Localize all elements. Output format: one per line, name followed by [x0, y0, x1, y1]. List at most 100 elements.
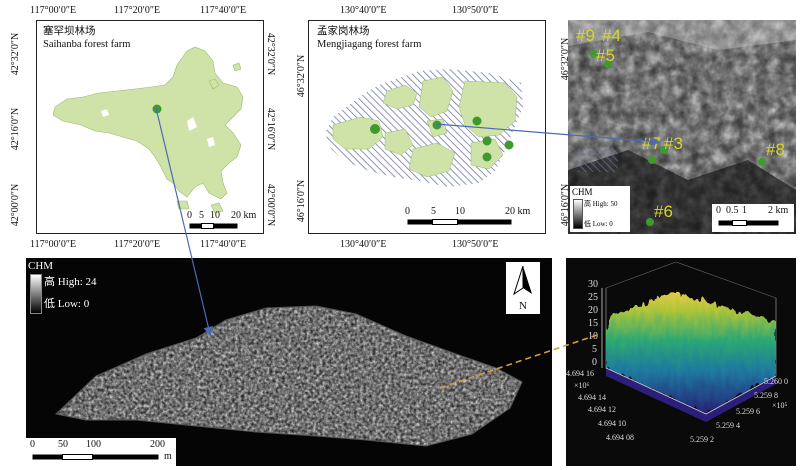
north-arrow: N	[506, 262, 540, 314]
chm-large-scale-50: 50	[58, 439, 68, 450]
mengjiagang-scale-0: 0	[405, 206, 410, 217]
mengjiagang-scale-10: 10	[455, 206, 465, 217]
saihanba-region-shape	[52, 46, 244, 214]
chm-small-dot-6	[646, 218, 654, 226]
saihanba-title-en: Saihanba forest farm	[43, 39, 131, 50]
saihanba-lon-tick-bottom-3: 117°40′0″E	[200, 239, 247, 250]
chm-large-scale-0: 0	[30, 439, 35, 450]
chm-small-label-9: #9	[576, 26, 595, 45]
surface3d-z-tick-20: 20	[588, 305, 598, 316]
chm-small-legend-high: 高 High: 50	[584, 200, 618, 208]
chm-small-legend-ramp	[573, 199, 583, 229]
surface3d-z-tick-0: 0	[592, 357, 597, 368]
chm-small-scale-0: 0	[716, 205, 721, 216]
chm-small-label-4: #4	[602, 26, 621, 45]
surface3d-plot	[566, 258, 796, 466]
mengjiagang-scale-bar	[407, 219, 512, 225]
surface3d-y-tick-5: 4.694 08	[606, 433, 634, 442]
chm-large-scale-200: 200	[150, 439, 165, 450]
mengjiagang-lon-tick-2: 130°50′0″E	[452, 5, 499, 16]
chm-large-texture	[26, 258, 552, 466]
chm-small-label-3: #3	[664, 134, 683, 153]
chm-small-image: #9 #4 #5 #7 #3 #8 #6 CHM 高 High: 50 低 Lo…	[568, 20, 796, 234]
surface3d-x-exp: ×10⁵	[772, 401, 788, 410]
saihanba-scale-10: 10	[210, 210, 220, 221]
saihanba-lat-tick-2: 42°16′0″N	[10, 107, 21, 151]
surface3d-y-exp: ×10⁶	[574, 381, 590, 390]
chm-large-legend-title: CHM	[28, 260, 54, 272]
chm-small-dot-3	[660, 146, 668, 154]
chm-small-legend-low: 低 Low: 0	[584, 220, 613, 228]
saihanba-lon-tick-1: 117°00′0″E	[30, 5, 77, 16]
surface3d-x-tick-4: 5.259 4	[716, 421, 740, 430]
chm-small-label-5: #5	[596, 46, 615, 65]
saihanba-lon-tick-3: 117°40′0″E	[200, 5, 247, 16]
surface3d-panel: 30 25 20 15 10 5 0 4.694 16 ×10⁶ 4.694 1…	[566, 258, 796, 466]
surface3d-y-tick-4: 4.694 10	[598, 419, 626, 428]
surface3d-z-tick-15: 15	[588, 318, 598, 329]
surface3d-x-tick-2: 5.259 8	[754, 391, 778, 400]
surface3d-z-tick-5: 5	[592, 344, 597, 355]
north-arrow-label: N	[519, 300, 527, 312]
chm-small-dot-7	[648, 156, 656, 164]
surface3d-y-tick-1: 4.694 16	[566, 369, 594, 378]
chm-small-label-8: #8	[766, 140, 785, 159]
mengjiagang-lon-tick-bottom-2: 130°50′0″E	[452, 239, 499, 250]
mengjiagang-scale-20: 20 km	[505, 206, 531, 217]
saihanba-lon-tick-2: 117°20′0″E	[114, 5, 161, 16]
mengjiagang-region-shape	[325, 69, 523, 187]
surface3d-x-tick-5: 5.259 2	[690, 435, 714, 444]
north-arrow-icon	[513, 265, 532, 296]
mengjiagang-scale-5: 5	[431, 206, 436, 217]
saihanba-lon-tick-bottom-1: 117°00′0″E	[30, 239, 77, 250]
saihanba-scale-20: 20 km	[231, 210, 257, 221]
chm-small-legend: CHM 高 High: 50 低 Low: 0	[570, 186, 630, 232]
chm-small-label-6: #6	[654, 202, 673, 221]
surface3d-z-tick-10: 10	[588, 331, 598, 342]
saihanba-lon-tick-bottom-2: 117°20′0″E	[114, 239, 161, 250]
chm-small-dot-8	[758, 158, 766, 166]
chm-small-scale-1: 1	[742, 205, 747, 216]
chm-small-dot-4	[604, 60, 612, 68]
mengjiagang-lat-tick-1: 46°32′0″N	[296, 54, 307, 98]
saihanba-map-frame: 塞罕坝林场 Saihanba forest farm 0 5 10 20 km	[36, 20, 264, 234]
chm-small-scale-05: 0.5	[726, 205, 739, 216]
saihanba-plot-dot	[152, 104, 162, 114]
mengjiagang-plot-dot-1	[370, 124, 380, 134]
saihanba-scale-5: 5	[199, 210, 204, 221]
chm-small-label-7: #7	[642, 134, 661, 153]
chm-large-panel: CHM 高 High: 24 低 Low: 0 N 0 50 100 200 m	[26, 258, 552, 466]
mengjiagang-map-frame: 孟家岗林场 Mengjiagang forest farm	[308, 20, 546, 234]
saihanba-lat-tick-right-2: 42°16′0″N	[265, 107, 276, 151]
surface3d-y-tick-2: 4.694 14	[578, 393, 606, 402]
chm-large-scale-bar	[32, 454, 159, 460]
mengjiagang-lon-tick-1: 130°40′0″E	[340, 5, 387, 16]
mengjiagang-lat-tick-2: 46°16′0″N	[296, 179, 307, 223]
mengjiagang-title-en: Mengjiagang forest farm	[317, 39, 422, 50]
chm-small-dot-9	[590, 50, 598, 58]
saihanba-scale-bar	[189, 223, 238, 229]
chm-large-scale-100: 100	[86, 439, 101, 450]
chm-small-scale-bar	[718, 220, 779, 226]
chm-large-legend-ramp	[30, 274, 42, 314]
saihanba-scale-0: 0	[187, 210, 192, 221]
mengjiagang-title: 孟家岗林场 Mengjiagang forest farm	[317, 25, 421, 51]
chm-small-scale-2: 2 km	[768, 205, 789, 216]
chm-small-legend-title: CHM	[572, 187, 593, 197]
saihanba-title: 塞罕坝林场 Saihanba forest farm	[43, 25, 130, 51]
surface3d-y-tick-3: 4.694 12	[588, 405, 616, 414]
saihanba-lat-tick-1: 42°32′0″N	[10, 32, 21, 76]
mengjiagang-lon-tick-bottom-1: 130°40′0″E	[340, 239, 387, 250]
mengjiagang-plot-dot-2	[432, 120, 442, 130]
mengjiagang-plot-dot-3	[472, 116, 482, 126]
saihanba-lat-tick-3: 42°00′0″N	[10, 183, 21, 227]
mengjiagang-plot-dot-5	[504, 140, 514, 150]
chm-small-scale: 0 0.5 1 2 km	[712, 204, 794, 232]
chm-large-legend-high: 高 High: 24	[44, 276, 97, 288]
saihanba-title-cn: 塞罕坝林场	[43, 26, 96, 37]
chm-large-scale-unit: m	[164, 451, 172, 462]
surface3d-x-tick-3: 5.259 6	[736, 407, 760, 416]
mengjiagang-plot-dot-4	[482, 136, 492, 146]
surface3d-x-tick-1: 5.260 0	[764, 377, 788, 386]
chm-large-legend-low: 低 Low: 0	[44, 298, 90, 310]
